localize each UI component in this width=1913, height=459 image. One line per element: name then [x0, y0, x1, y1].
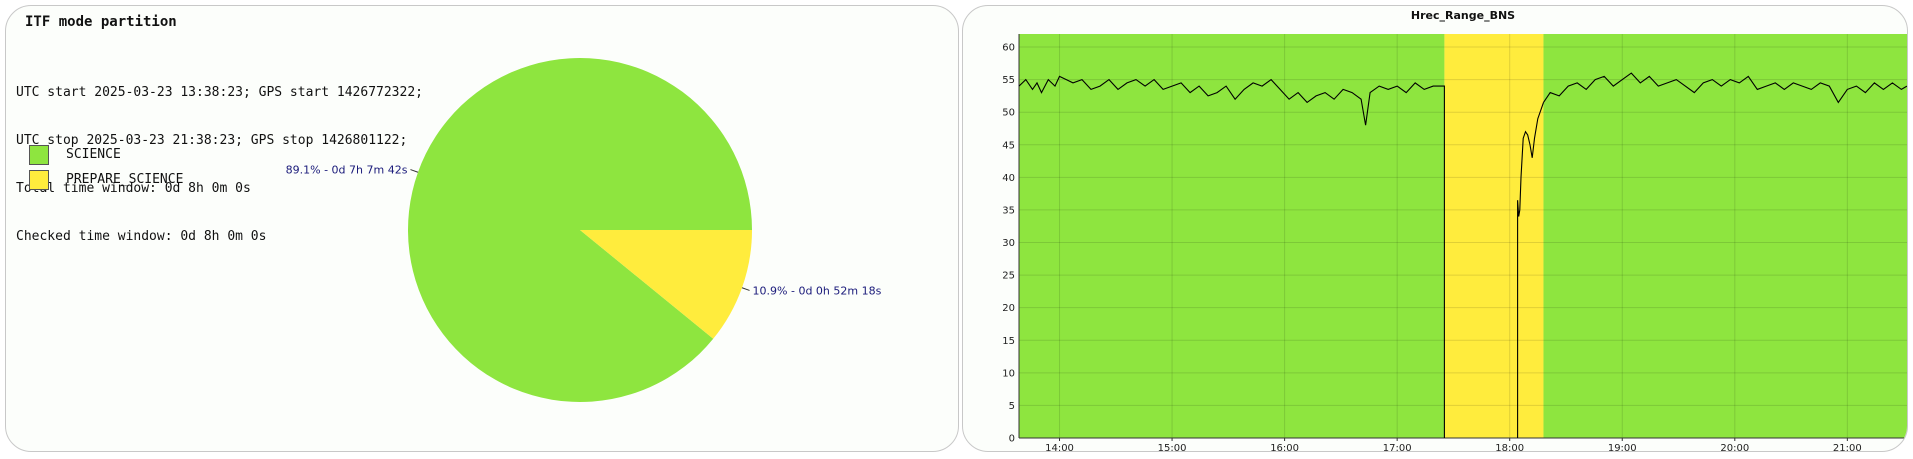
- legend-item-prepare-science: PREPARE_SCIENCE: [29, 167, 183, 192]
- info-line-utc-stop: UTC stop 2025-03-23 21:38:23; GPS stop 1…: [16, 133, 408, 148]
- legend-swatch-science: [29, 144, 49, 165]
- pie-chart: 89.1% - 0d 7h 7m 42s 10.9% - 0d 0h 52m 18…: [286, 58, 882, 403]
- x-tick-label: 15:00: [1158, 443, 1187, 452]
- pie-leader-science: [410, 169, 419, 173]
- y-tick-label: 15: [1002, 336, 1015, 347]
- y-tick-label: 10: [1002, 368, 1015, 379]
- legend-item-science: SCIENCE: [29, 142, 183, 167]
- y-tick-label: 20: [1002, 303, 1015, 314]
- legend-label-science: SCIENCE: [66, 147, 121, 162]
- pie-label-prepare-science: 10.9% - 0d 0h 52m 18s: [753, 284, 882, 297]
- mode-band-1: [1444, 34, 1544, 438]
- pie-slice-science: [407, 58, 752, 403]
- mode-band-0: [1019, 34, 1445, 438]
- pie-leader-prepare-science: [741, 287, 750, 291]
- y-tick-label: 30: [1002, 238, 1015, 249]
- y-tick-label: 5: [1009, 401, 1015, 412]
- mode-partition-panel: ITF mode partition UTC start 2025-03-23 …: [5, 5, 959, 452]
- legend-label-prepare-science: PREPARE_SCIENCE: [66, 172, 184, 187]
- panel-title: ITF mode partition: [25, 14, 177, 30]
- y-tick-label: 60: [1002, 43, 1015, 54]
- x-tick-label: 20:00: [1720, 443, 1749, 452]
- line-chart: Hrec_Range_BNS 0 5 10 15 20 25 30 35 40 45 50 55 60 14…: [1002, 9, 1907, 452]
- y-tick-label: 35: [1002, 205, 1015, 216]
- legend-swatch-prepare-science: [29, 169, 49, 190]
- y-tick-label: 55: [1002, 75, 1015, 86]
- y-tick-label: 25: [1002, 271, 1015, 282]
- chart-title: Hrec_Range_BNS: [1411, 9, 1515, 22]
- mode-band-2: [1543, 34, 1907, 438]
- info-line-total-window: Total time window: 0d 8h 0m 0s: [16, 181, 251, 196]
- y-tick-label: 50: [1002, 108, 1015, 119]
- series-line-segment-1: [1517, 102, 1545, 438]
- range-timeseries-panel: Hrec_Range_BNS 0 5 10 15 20 25 30 35 40 45 50 55 60 14…: [962, 5, 1908, 452]
- x-tick-label: 21:00: [1833, 443, 1862, 452]
- x-tick-label: 17:00: [1383, 443, 1412, 452]
- pie-slice-prepare-science: [580, 230, 752, 339]
- pie-legend: SCIENCE PREPARE_SCIENCE: [29, 142, 183, 192]
- y-tick-label: 45: [1002, 140, 1015, 151]
- x-tick-label: 14:00: [1045, 443, 1074, 452]
- time-window-info: UTC start 2025-03-23 13:38:23; GPS start…: [16, 53, 423, 277]
- info-line-checked-window: Checked time window: 0d 8h 0m 0s: [16, 229, 267, 244]
- x-tick-label: 18:00: [1495, 443, 1524, 452]
- x-tick-label: 19:00: [1608, 443, 1637, 452]
- x-tick-label: 16:00: [1270, 443, 1299, 452]
- series-line-segment-2: [1543, 72, 1907, 104]
- y-tick-label: 0: [1009, 434, 1015, 445]
- pie-label-science: 89.1% - 0d 7h 7m 42s: [286, 164, 408, 177]
- y-tick-label: 40: [1002, 173, 1015, 184]
- info-line-utc-start: UTC start 2025-03-23 13:38:23; GPS start…: [16, 85, 423, 100]
- series-line-segment-0: [1018, 75, 1445, 438]
